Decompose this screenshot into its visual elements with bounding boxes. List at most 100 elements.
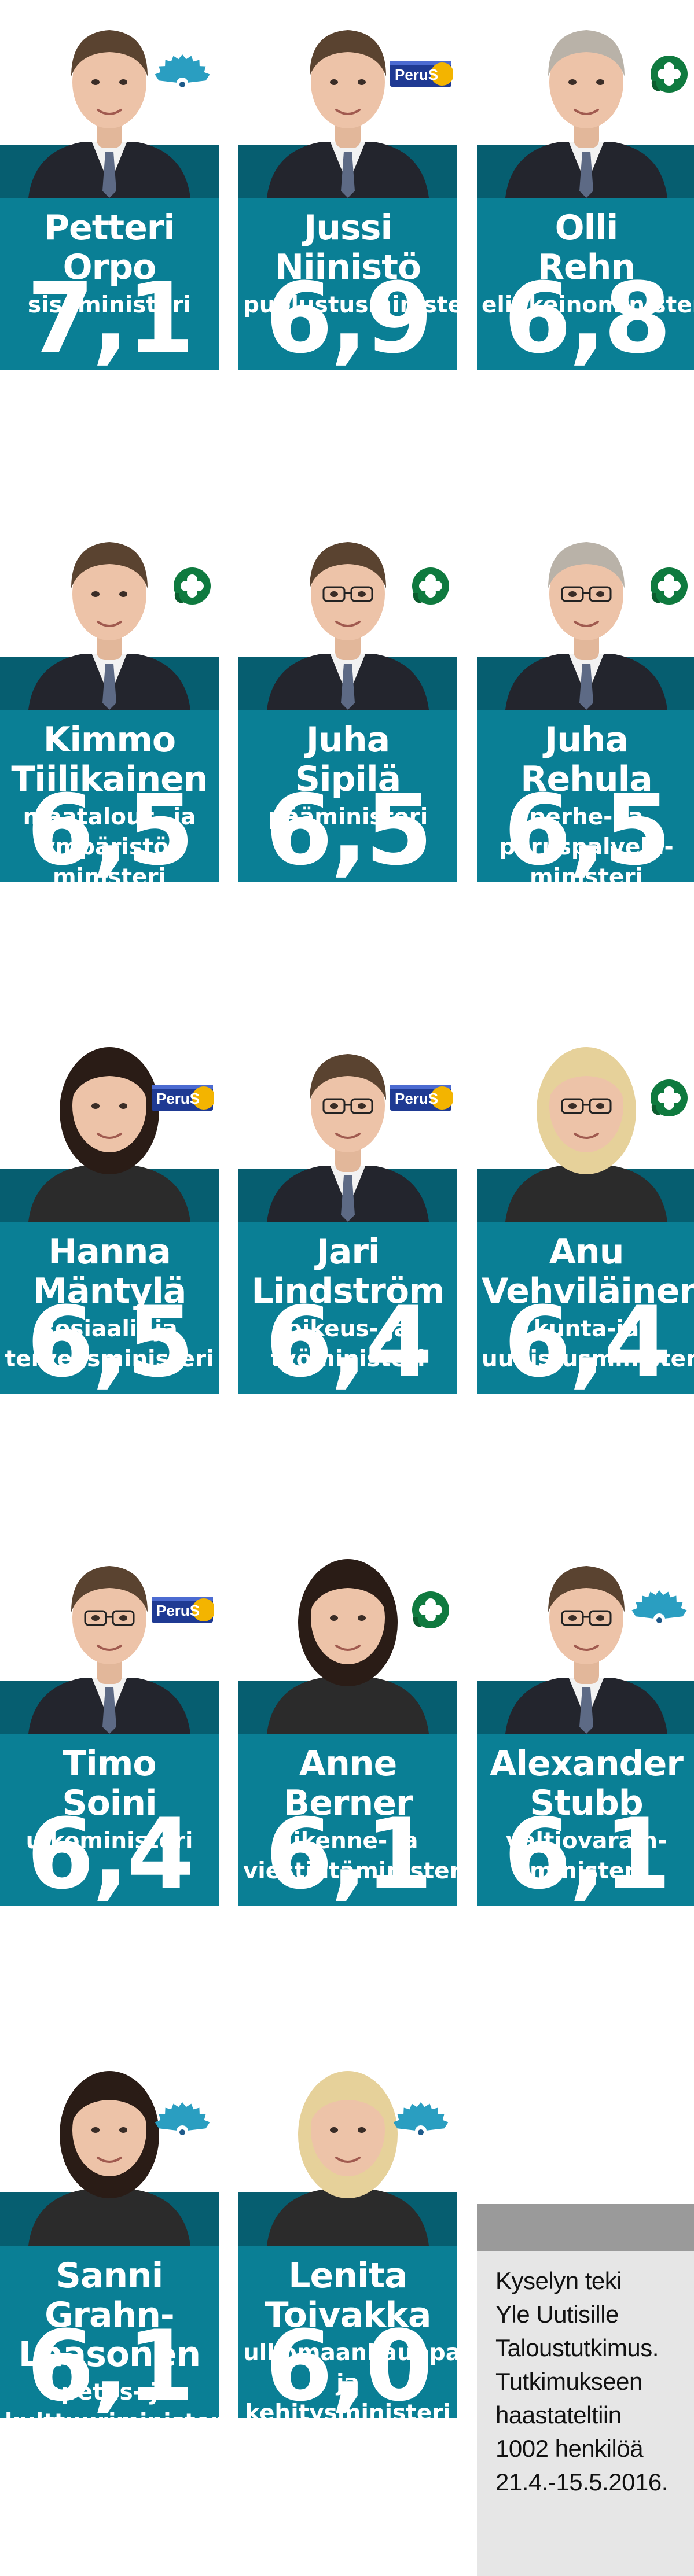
hair-shape: [548, 1566, 625, 1612]
minister-name-line: Alexander: [490, 1744, 684, 1784]
minister-name-line: Kimmo: [43, 720, 176, 760]
minister-info: Lenita Toivakka ulkomaankauppa-ja kehitysm…: [238, 2246, 470, 2426]
minister-name-line: Berner: [283, 1783, 413, 1823]
minister-name-line: Rehn: [537, 247, 636, 288]
torso-shape: [267, 1678, 429, 1734]
minister-score: 6,4: [265, 1285, 433, 1399]
minister-photo: [11, 0, 208, 198]
keskusta-clover-icon: [389, 563, 453, 609]
minister-info: Olli Rehn elinkeinoministeri 6,8: [477, 198, 694, 370]
minister-role-line: sisäministeri: [27, 292, 192, 318]
survey-note-line: 21.4.-15.5.2016.: [495, 2468, 668, 2496]
survey-note-line: Kyselyn teki: [495, 2267, 622, 2294]
minister-info: Juha Sipilä pääministeri 6,5: [238, 710, 457, 882]
minister-role-line: liikenne- ja: [277, 1828, 418, 1854]
minister-role-line: perhe- ja: [529, 804, 644, 830]
tie-shape: [102, 152, 116, 198]
minister-role-line: ja kehitysministeri: [245, 2370, 451, 2426]
minister-role-line: pääministeri: [267, 804, 428, 830]
minister-score: 6,4: [27, 1797, 194, 1911]
minister-score: 6,5: [265, 773, 433, 887]
perussuomalaiset-logo: PeruS: [150, 1587, 214, 1633]
minister-name-line: Sanni: [56, 2256, 164, 2296]
torso-shape: [505, 1166, 667, 1222]
perussuomalaiset-logo: PeruS: [389, 1075, 453, 1121]
minister-name-line: Stubb: [530, 1783, 644, 1823]
minister-name: Jussi Niinistö: [243, 208, 453, 287]
minister-score: 6,1: [504, 1797, 671, 1911]
minister-card: Kimmo Tiilikainen maatalous- ja ympäristö-m…: [0, 512, 219, 890]
minister-name-line: Tiilikainen: [11, 759, 208, 799]
minister-name-line: Anu: [549, 1232, 625, 1272]
minister-role: ulkoministeri: [5, 1826, 214, 1856]
minister-role-line: viestintäministeri: [243, 1858, 469, 1884]
keskusta-clover-icon: [627, 1075, 691, 1121]
minister-score: 6,1: [265, 1797, 433, 1911]
minister-name-line: Soini: [62, 1783, 157, 1823]
minister-role-line: uudistusministeri: [482, 1346, 694, 1372]
minister-name-line: Lindström: [251, 1271, 445, 1311]
minister-role-line: ministeri: [529, 864, 644, 890]
kokoomus-flower-icon: [389, 2099, 453, 2145]
party-logo-text: PeruS: [395, 1090, 438, 1107]
minister-role: ulkomaankauppa-ja kehitysministeri: [243, 2338, 470, 2428]
minister-card: PeruS Jussi Niinistö puolustusministeri 6,9: [238, 0, 482, 370]
minister-name-line: Jussi: [303, 208, 392, 248]
hair-shape: [310, 542, 386, 588]
minister-name-line: Toivakka: [265, 2295, 432, 2335]
minister-photo: [249, 512, 446, 710]
minister-info: Kimmo Tiilikainen maatalous- ja ympäristö-m…: [0, 710, 219, 890]
keskusta-clover-icon: [389, 1587, 453, 1633]
minister-role: valtiovarain-ministeri: [482, 1826, 691, 1886]
minister-photo: [488, 0, 685, 198]
minister-info: Jari Lindström oikeus- ja työministeri 6,4: [238, 1222, 457, 1394]
minister-photo: [249, 1536, 446, 1734]
party-logo-text: PeruS: [156, 1602, 200, 1619]
minister-card: Olli Rehn elinkeinoministeri 6,8: [477, 0, 694, 370]
minister-name-line: Sipilä: [295, 759, 401, 799]
tie-shape: [341, 1175, 355, 1222]
minister-name-line: Juha: [306, 720, 390, 760]
minister-name-line: Niinistö: [274, 247, 421, 288]
minister-role-line: opetus- ja: [45, 2379, 174, 2405]
minister-role-line: kunta-ja: [533, 1316, 640, 1342]
minister-photo: [488, 1024, 685, 1222]
minister-name: Anu Vehviläinen: [482, 1232, 694, 1311]
minister-photo: [11, 2048, 208, 2246]
minister-role-line: puolustusministeri: [243, 292, 482, 318]
face-shape: [72, 2084, 146, 2176]
minister-role-line: ministeri: [529, 1858, 644, 1884]
minister-role: sisäministeri: [5, 290, 214, 320]
minister-name: Timo Soini: [5, 1744, 214, 1823]
face-shape: [549, 36, 623, 128]
face-shape: [549, 1060, 623, 1152]
minister-card: Lenita Toivakka ulkomaankauppa-ja kehitysm…: [238, 2048, 470, 2426]
minister-role: elinkeinoministeri: [482, 290, 694, 320]
minister-name: Lenita Toivakka: [243, 2256, 453, 2335]
face-shape: [311, 2084, 385, 2176]
hair-shape: [71, 1566, 148, 1612]
kokoomus-flower-icon: [150, 2099, 214, 2145]
minister-role: liikenne- ja viestintäministeri: [243, 1826, 469, 1886]
minister-photo: [249, 1024, 446, 1222]
survey-note-line: haastateltiin: [495, 2401, 622, 2428]
face-shape: [549, 548, 623, 640]
tie-shape: [341, 664, 355, 710]
torso-shape: [267, 2190, 429, 2246]
face-shape: [311, 548, 385, 640]
hair-shape: [548, 1054, 625, 1100]
minister-photo: [11, 1536, 208, 1734]
minister-info: Jussi Niinistö puolustusministeri 6,9: [238, 198, 482, 370]
minister-card: Alexander Stubb valtiovarain-ministeri 6,1: [477, 1536, 694, 1906]
minister-score: 6,5: [504, 773, 671, 887]
minister-role: sosiaali- ja terveysministeri: [5, 1314, 214, 1374]
survey-note-line: Yle Uutisille: [495, 2301, 619, 2328]
kokoomus-flower-icon: [627, 1587, 691, 1633]
hair-shape: [310, 1054, 386, 1100]
minister-role-line: elinkeinoministeri: [482, 292, 694, 318]
minister-role: maatalous- ja ympäristö-ministeri: [5, 802, 214, 893]
minister-card: Anu Vehviläinen kunta-ja uudistusministeri 6…: [477, 1024, 694, 1394]
minister-card: Juha Sipilä pääministeri 6,5: [238, 512, 457, 882]
hair-shape: [310, 2078, 386, 2124]
minister-role: opetus- ja kulttuuriministeri: [5, 2378, 230, 2438]
